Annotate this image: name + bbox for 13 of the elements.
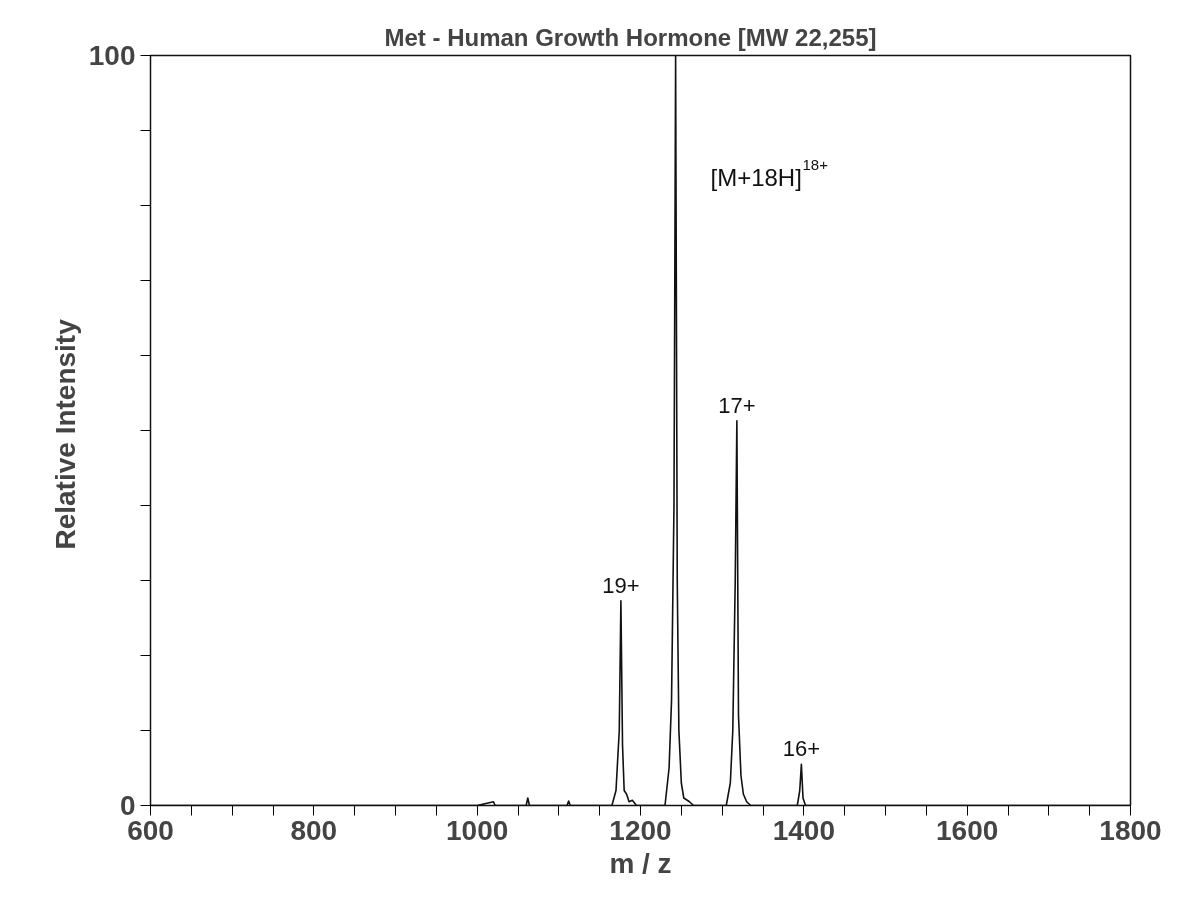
x-tick-label: 1600: [936, 814, 999, 846]
y-tick-label: 100: [88, 40, 136, 71]
x-tick-label: 800: [290, 814, 338, 846]
y-axis-title: Relative Intensity: [49, 318, 81, 550]
x-axis-title: m / z: [609, 847, 672, 879]
x-tick-label: 1000: [446, 814, 509, 846]
x-tick-label: 1800: [1099, 814, 1162, 846]
x-tick-label: 1400: [772, 814, 835, 846]
annotation: 16+: [782, 736, 821, 762]
chart-title: Met - Human Growth Hormone [MW 22,255]: [384, 23, 877, 51]
annotation: 19+: [602, 572, 640, 598]
x-tick-label: 1200: [609, 814, 672, 846]
annotation: 17+: [718, 392, 756, 418]
